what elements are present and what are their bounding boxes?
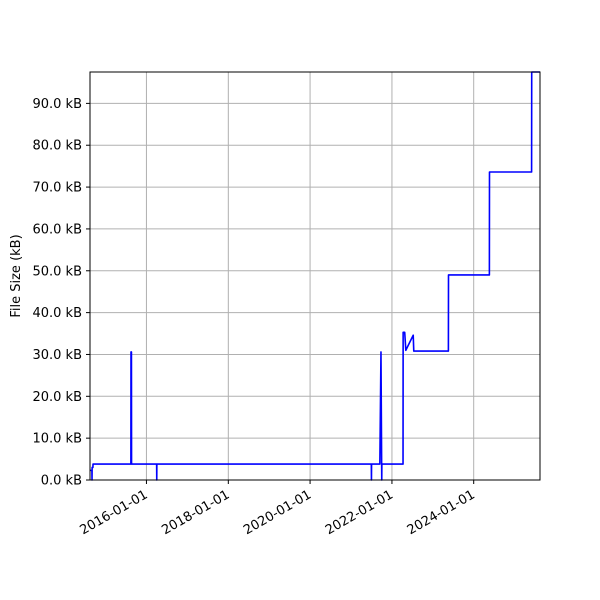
- series-layer: [90, 71, 540, 481]
- y-tick-label: 80.0 kB: [32, 139, 82, 154]
- tick-marks: [86, 102, 475, 484]
- y-tick-label: 50.0 kB: [32, 264, 82, 279]
- y-tick-label: 0.0 kB: [41, 474, 82, 489]
- y-tick-label: 90.0 kB: [32, 97, 82, 112]
- x-tick-label: 2016-01-01: [78, 487, 151, 538]
- axes-frame: [89, 71, 541, 481]
- series-line: [90, 71, 540, 481]
- y-tick-label: 40.0 kB: [32, 306, 82, 321]
- y-tick-label: 20.0 kB: [32, 390, 82, 405]
- x-tick-labels: 2016-01-01 2018-01-01 2020-01-01 2022-01-01…: [78, 487, 478, 538]
- x-tick-label: 2022-01-01: [323, 487, 396, 538]
- x-tick-label: 2020-01-01: [241, 487, 314, 538]
- y-tick-label: 70.0 kB: [32, 181, 82, 196]
- x-tick-label: 2018-01-01: [159, 487, 232, 538]
- y-axis-label: File Size (kB): [9, 234, 24, 317]
- y-tick-label: 60.0 kB: [32, 222, 82, 237]
- y-tick-label: 30.0 kB: [32, 348, 82, 363]
- y-tick-label: 10.0 kB: [32, 432, 82, 447]
- x-tick-label: 2024-01-01: [405, 487, 478, 538]
- grid-lines: [90, 72, 540, 481]
- y-tick-labels: 0.0 kB 10.0 kB 20.0 kB 30.0 kB 40.0 kB 50.0 k…: [32, 97, 82, 489]
